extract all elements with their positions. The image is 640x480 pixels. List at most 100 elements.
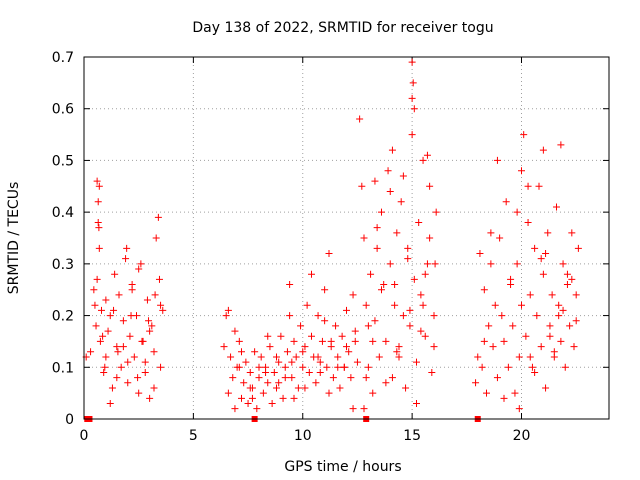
data-point: [360, 405, 368, 413]
data-point: [150, 348, 158, 356]
data-point: [143, 296, 151, 304]
data-point: [413, 358, 420, 366]
data-point: [485, 322, 493, 330]
data-point: [404, 244, 412, 252]
data-point: [146, 327, 154, 335]
data-point: [266, 343, 274, 351]
data-point: [520, 131, 528, 139]
data-point: [362, 374, 370, 382]
data-point: [408, 58, 416, 66]
data-point: [238, 348, 245, 356]
data-point: [369, 389, 377, 397]
data-point: [378, 286, 385, 294]
chart-title: Day 138 of 2022, SRMTID for receiver tog…: [192, 20, 493, 36]
data-point: [290, 394, 298, 402]
data-point: [91, 301, 99, 309]
data-point: [371, 317, 379, 325]
data-point: [419, 156, 427, 164]
data-point: [426, 182, 434, 190]
data-point: [94, 218, 102, 226]
data-point: [159, 306, 167, 314]
data-point: [515, 353, 523, 361]
data-point: [478, 363, 486, 371]
data-point: [321, 317, 329, 325]
data-point: [329, 374, 337, 382]
data-point: [507, 275, 515, 283]
data-point: [423, 151, 431, 159]
data-point: [102, 353, 110, 361]
data-point: [572, 317, 580, 325]
data-point: [511, 389, 519, 397]
data-point: [493, 156, 501, 164]
data-point: [292, 353, 300, 361]
data-point: [546, 322, 554, 330]
data-point: [476, 250, 484, 258]
data-point: [126, 332, 134, 340]
data-point: [146, 394, 154, 402]
data-point: [539, 270, 547, 278]
data-point: [235, 363, 243, 371]
data-point: [386, 260, 394, 268]
data-point: [100, 368, 108, 376]
x-tick-label: 0: [80, 428, 89, 444]
y-tick-label: 0: [65, 412, 74, 428]
data-point: [98, 306, 105, 314]
data-point: [358, 182, 366, 190]
data-point: [500, 337, 508, 345]
data-point: [246, 368, 254, 376]
data-point: [382, 337, 390, 345]
data-point: [123, 244, 131, 252]
data-point: [242, 358, 250, 366]
data-point: [513, 260, 521, 268]
data-point: [406, 306, 414, 314]
data-point: [270, 368, 278, 376]
data-point: [101, 363, 109, 371]
data-point: [408, 94, 416, 102]
x-tick-label: 5: [189, 428, 198, 444]
data-point: [393, 229, 401, 237]
data-point: [137, 260, 145, 268]
data-point: [281, 363, 289, 371]
data-point: [555, 301, 563, 309]
data-point: [325, 389, 333, 397]
data-point: [415, 218, 423, 226]
data-point: [334, 363, 342, 371]
data-point: [104, 327, 112, 335]
data-point: [106, 312, 114, 320]
data-point: [259, 389, 267, 397]
data-point: [135, 389, 143, 397]
data-point: [294, 384, 302, 392]
data-point: [386, 187, 394, 195]
data-point: [151, 291, 159, 299]
data-point: [286, 312, 294, 320]
data-point: [561, 363, 569, 371]
data-point: [417, 291, 425, 299]
data-point: [391, 281, 399, 289]
data-point: [546, 332, 554, 340]
data-point: [559, 306, 567, 314]
data-point: [369, 337, 377, 345]
data-point: [117, 363, 125, 371]
data-point: [253, 405, 261, 413]
data-point: [102, 296, 110, 304]
data-point: [110, 306, 118, 314]
data-point: [119, 317, 127, 325]
data-point: [526, 353, 534, 361]
data-point: [568, 275, 576, 283]
data-point: [431, 260, 439, 268]
data-point: [380, 281, 388, 289]
data-point: [397, 198, 405, 206]
data-point: [356, 115, 364, 123]
data-point: [301, 343, 309, 351]
data-point: [428, 368, 436, 376]
data-point: [487, 260, 495, 268]
data-point: [537, 343, 545, 351]
y-tick-label: 0.5: [52, 153, 74, 169]
data-point: [87, 348, 95, 356]
data-point: [559, 260, 567, 268]
data-point: [90, 286, 98, 294]
data-point: [113, 343, 121, 351]
data-point: [141, 358, 149, 366]
data-point: [533, 312, 541, 320]
data-point: [135, 265, 143, 273]
